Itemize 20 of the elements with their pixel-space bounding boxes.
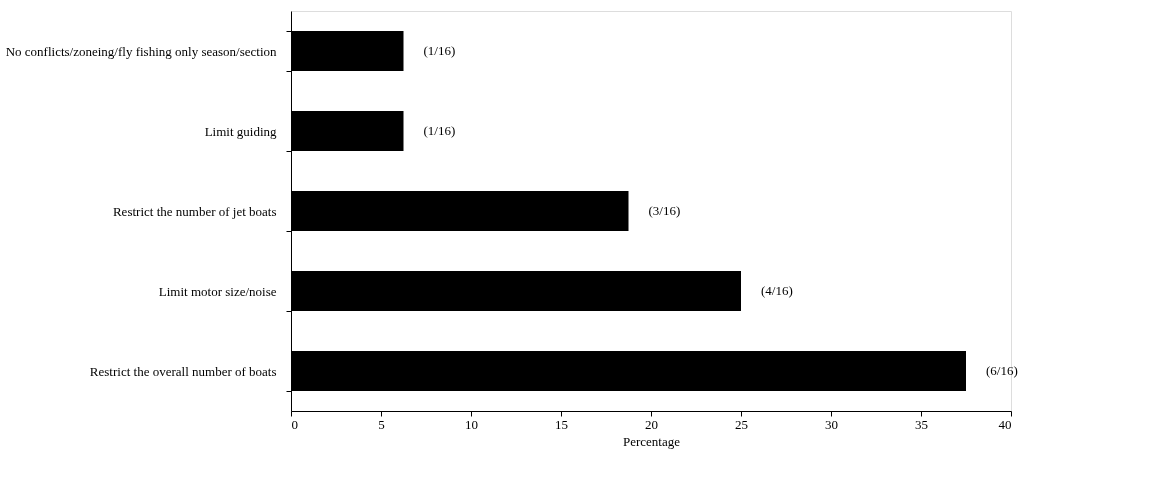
x-tick-label: 15 <box>555 416 568 432</box>
data-label: (3/16) <box>648 203 681 218</box>
data-label: (4/16) <box>761 283 793 298</box>
data-label: (1/16) <box>423 43 456 58</box>
y-tick-label: No conflicts/zoneing/fly fishing only season/section <box>5 43 277 59</box>
data-label: (6/16) <box>986 363 1018 378</box>
x-tick-label: 25 <box>735 416 748 432</box>
x-tick-label: 30 <box>825 416 838 432</box>
x-tick-label: 35 <box>915 416 928 432</box>
data-label: (1/16) <box>423 123 456 138</box>
x-tick-label: 0 <box>291 416 298 432</box>
y-tick-label: Restrict the number of jet boats <box>112 203 277 219</box>
y-tick-label: Limit motor size/noise <box>158 283 277 299</box>
y-tick-label: Restrict the overall number of boats <box>89 363 277 379</box>
x-tick-label: 10 <box>465 416 478 432</box>
x-tick-label: 40 <box>998 416 1012 432</box>
x-tick-label: 5 <box>378 416 385 432</box>
x-tick-label: 20 <box>645 416 658 432</box>
x-axis-title: Percentage <box>622 433 681 449</box>
y-tick-label: Limit guiding <box>204 123 277 139</box>
